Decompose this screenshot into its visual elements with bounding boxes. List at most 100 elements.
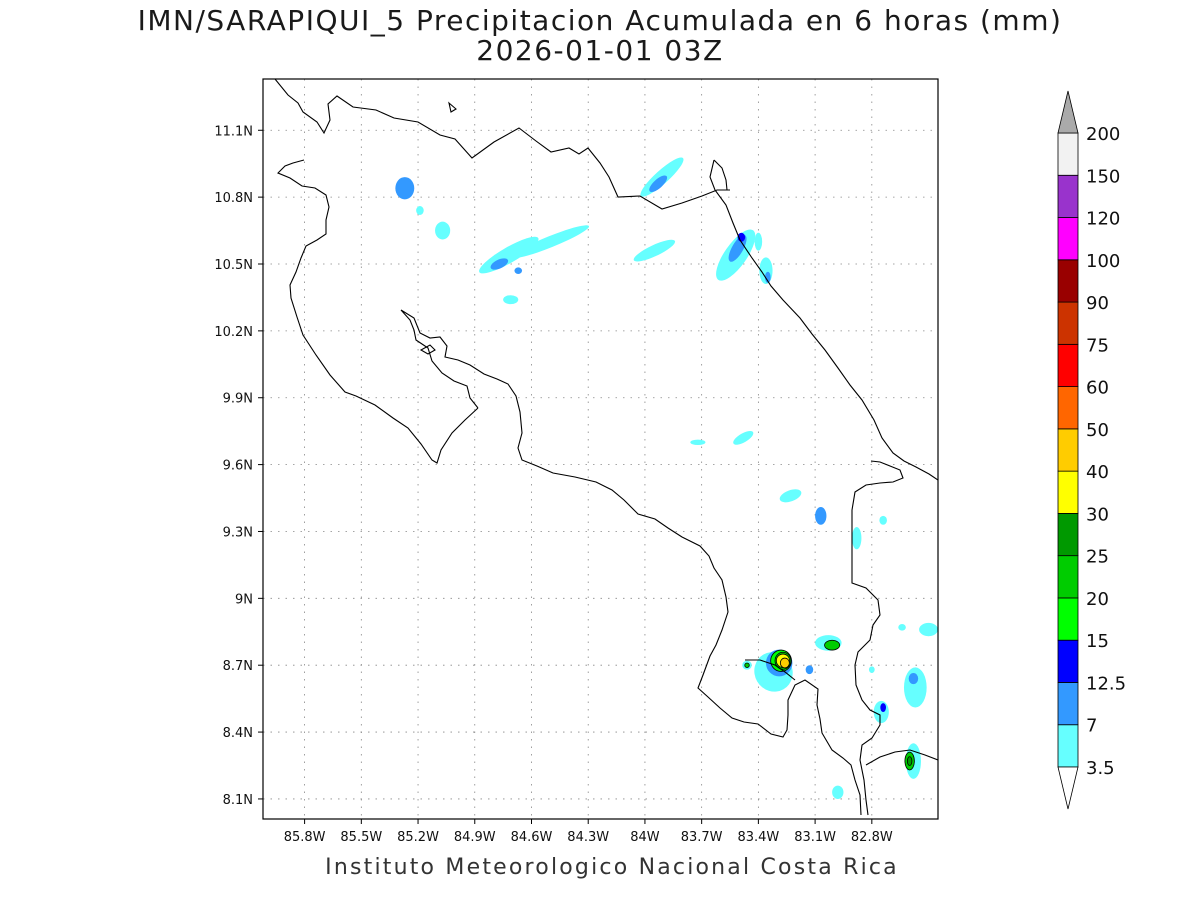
grid-lines	[263, 79, 938, 819]
precip-cell	[879, 515, 887, 525]
x-tick-label: 84.6W	[511, 830, 553, 845]
precip-cell	[744, 662, 750, 668]
precip-cell	[733, 430, 754, 445]
precip-cell	[511, 225, 590, 259]
map-title-line2: 2026-01-01 03Z	[476, 34, 724, 67]
x-tick-label: 84.9W	[454, 830, 496, 845]
x-axis-ticks: 85.8W 85.5W 85.2W 84.9W 84.6W 84.3W 84W 83.7W 83…	[284, 819, 893, 845]
precip-cell	[908, 673, 919, 685]
colorbar-swatch	[1057, 217, 1079, 261]
precip-cell	[416, 206, 424, 215]
golfo-dulce-coast	[745, 659, 796, 681]
colorbar-level-label: 90	[1086, 293, 1109, 314]
x-tick-label: 83.4W	[737, 830, 779, 845]
precip-cell	[868, 666, 875, 674]
y-tick-label: 10.2N	[214, 325, 253, 340]
lake-nicaragua-islet	[448, 101, 457, 113]
colorbar-swatch	[1057, 174, 1079, 218]
precip-cell	[754, 232, 763, 251]
y-tick-label: 9.3N	[223, 525, 253, 540]
x-tick-label: 85.2W	[397, 830, 439, 845]
map-title-line1: IMN/SARAPIQUI_5 Precipitacion Acumulada …	[137, 4, 1063, 37]
y-tick-label: 8.1N	[223, 793, 253, 808]
colorbar-swatch	[1057, 682, 1079, 726]
colorbar-swatch	[1057, 513, 1079, 557]
precip-cell	[906, 756, 913, 766]
colorbar-level-label: 75	[1086, 335, 1109, 356]
colorbar-level-label: 30	[1086, 504, 1109, 525]
precip-cell	[919, 622, 938, 637]
colorbar-swatch	[1057, 132, 1079, 176]
precip-cell	[490, 258, 509, 270]
nicoya-island	[419, 344, 436, 355]
nicaragua-border-north-shore	[274, 79, 730, 210]
precip-cell	[779, 657, 790, 669]
colorbar-level-label: 20	[1086, 589, 1109, 610]
colorbar-level-label: 25	[1086, 547, 1109, 568]
institution-credit: Instituto Meteorologico Nacional Costa R…	[325, 855, 899, 880]
colorbar-swatch	[1057, 386, 1079, 430]
colorbar-level-label: 150	[1086, 166, 1120, 187]
plot-frame	[262, 78, 939, 820]
colorbar-swatch	[1057, 301, 1079, 345]
precip-cell	[873, 700, 889, 724]
precip-cell	[633, 239, 676, 262]
nicoya-gulf-coast	[400, 309, 862, 816]
precip-cell	[824, 639, 841, 651]
y-tick-label: 9N	[235, 592, 253, 607]
y-axis-ticks: 8.1N 8.4N 8.7N 9N 9.3N 9.6N 9.9N 10.2N 10.5N 10.8…	[214, 124, 263, 808]
precip-cell	[649, 175, 668, 193]
colorbar-level-label: 3.5	[1086, 758, 1115, 779]
colorbar-level-label: 12.5	[1086, 673, 1126, 694]
colorbar-level-label: 50	[1086, 420, 1109, 441]
colorbar-legend: 3.5 7 12.5 15 20 25 30 40 50 60 75 90 100 120 150 200	[1057, 90, 1126, 810]
x-tick-label: 82.8W	[851, 830, 893, 845]
x-tick-label: 83.7W	[681, 830, 723, 845]
colorbar-level-label: 40	[1086, 462, 1109, 483]
panama-coast-south	[865, 749, 938, 766]
y-tick-label: 11.1N	[214, 124, 253, 139]
y-tick-label: 9.6N	[223, 459, 253, 474]
x-tick-label: 83.1W	[794, 830, 836, 845]
colorbar-top-arrow	[1057, 90, 1079, 134]
x-tick-label: 84W	[630, 830, 660, 845]
precip-cell	[815, 506, 827, 525]
colorbar-level-label: 60	[1086, 378, 1109, 399]
panama-border	[851, 460, 904, 816]
colorbar-swatch	[1057, 343, 1079, 388]
precip-cell	[805, 665, 814, 675]
colorbar-bottom-arrow	[1057, 766, 1079, 810]
plot-area	[263, 79, 938, 819]
x-tick-label: 84.3W	[567, 830, 609, 845]
precip-cell	[514, 267, 523, 275]
colorbar-swatch	[1057, 470, 1079, 514]
precip-cell	[898, 623, 906, 631]
y-tick-label: 10.5N	[214, 258, 253, 273]
precip-cell	[851, 527, 862, 550]
coastlines-borders	[274, 79, 938, 816]
y-tick-label: 10.8N	[214, 191, 253, 206]
colorbar-swatch	[1057, 428, 1079, 472]
precip-cell	[690, 439, 706, 445]
y-tick-label: 9.9N	[223, 392, 253, 407]
precip-cell	[395, 177, 415, 200]
colorbar-swatch	[1057, 639, 1079, 683]
y-tick-label: 8.4N	[223, 726, 253, 741]
precip-cell	[903, 667, 927, 708]
precip-cell	[503, 295, 519, 305]
precip-cell	[728, 235, 747, 262]
caribbean-coast	[709, 159, 938, 481]
caribbean-river-mouth	[713, 159, 728, 191]
colorbar-swatch	[1057, 259, 1079, 303]
colorbar-level-label: 100	[1086, 251, 1120, 272]
precip-cell	[779, 489, 802, 503]
precip-cell	[880, 703, 887, 713]
pacific-coast-guanacaste	[277, 159, 479, 464]
colorbar-level-label: 200	[1086, 124, 1120, 145]
precip-cell	[832, 785, 844, 799]
colorbar-swatch	[1057, 555, 1079, 599]
precip-cell	[435, 221, 451, 240]
precip-cell	[764, 271, 771, 283]
y-tick-label: 8.7N	[223, 659, 253, 674]
